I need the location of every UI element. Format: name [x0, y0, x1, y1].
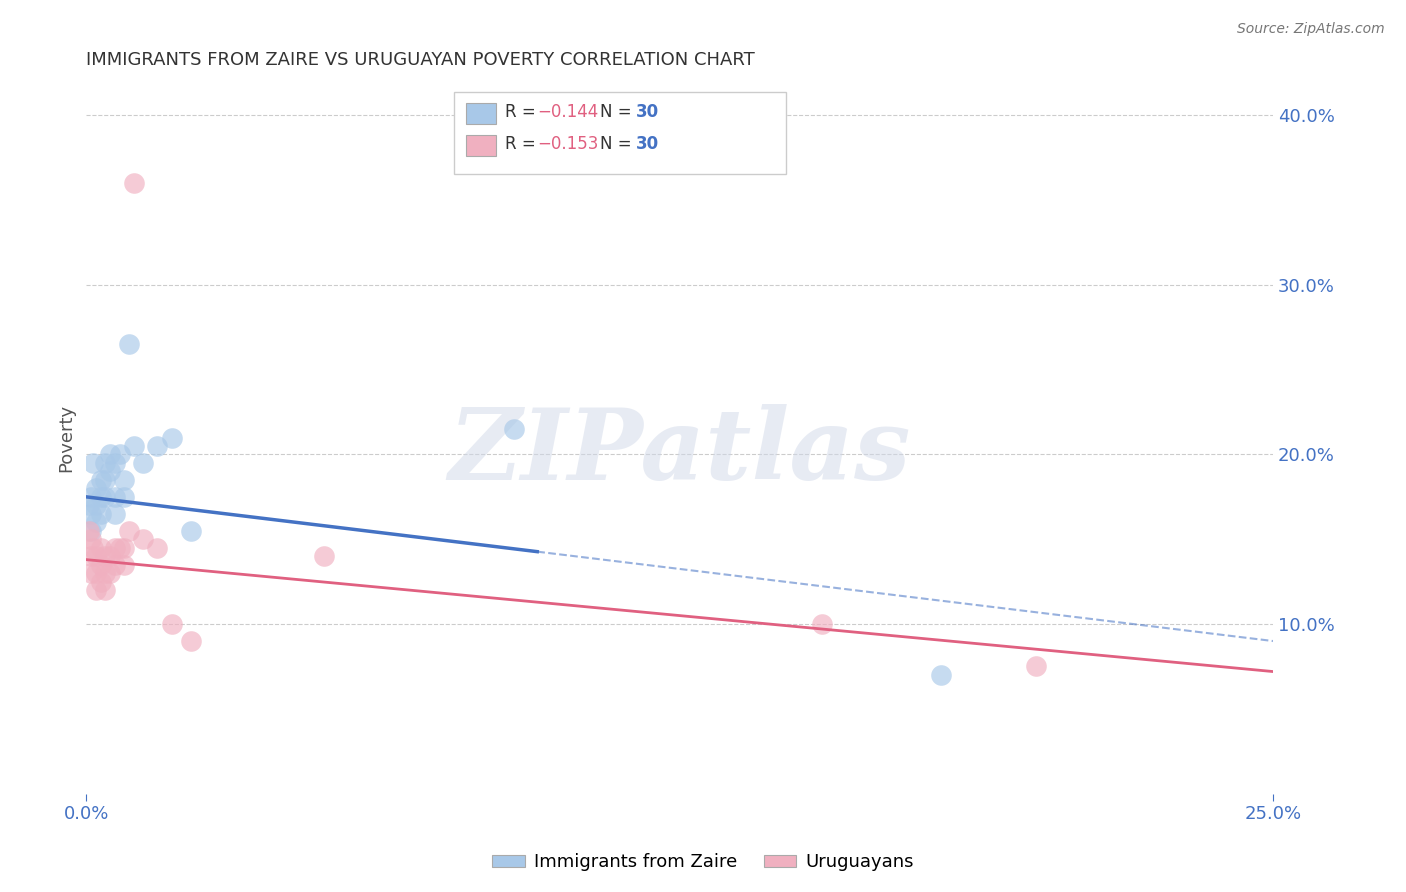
Point: [104, 490, 127, 504]
Bar: [465, 103, 496, 124]
Point: [90, 574, 112, 589]
Point: [80, 549, 103, 564]
Point: [811, 617, 834, 632]
Point: [118, 337, 141, 351]
Point: [122, 176, 145, 190]
Point: [84, 566, 107, 581]
Point: [104, 456, 127, 470]
Point: [84, 583, 107, 598]
Point: [90, 558, 112, 572]
Point: [90, 473, 112, 487]
Point: [94, 583, 117, 598]
Text: Source: ZipAtlas.com: Source: ZipAtlas.com: [1237, 22, 1385, 37]
Text: −0.153: −0.153: [537, 135, 599, 153]
Point: [180, 634, 202, 648]
Point: [132, 533, 155, 547]
Point: [98, 566, 121, 581]
Text: N =: N =: [600, 103, 637, 121]
Text: 30: 30: [636, 103, 659, 121]
Point: [94, 549, 117, 564]
Point: [502, 422, 524, 436]
Point: [160, 617, 183, 632]
Point: [77, 524, 100, 538]
Point: [84, 549, 107, 564]
Text: R =: R =: [505, 135, 541, 153]
Point: [84, 499, 107, 513]
Point: [104, 507, 127, 521]
Point: [108, 541, 131, 555]
Point: [98, 465, 121, 479]
Point: [146, 439, 169, 453]
Legend: Immigrants from Zaire, Uruguayans: Immigrants from Zaire, Uruguayans: [485, 847, 921, 879]
Text: ZIPatlas: ZIPatlas: [449, 403, 911, 500]
Point: [90, 507, 112, 521]
Point: [98, 549, 121, 564]
Point: [112, 558, 135, 572]
Point: [80, 524, 103, 538]
Point: [84, 482, 107, 496]
Point: [312, 549, 335, 564]
Point: [112, 473, 135, 487]
Text: IMMIGRANTS FROM ZAIRE VS URUGUAYAN POVERTY CORRELATION CHART: IMMIGRANTS FROM ZAIRE VS URUGUAYAN POVER…: [86, 51, 755, 69]
Point: [94, 566, 117, 581]
Point: [82, 541, 104, 555]
Point: [94, 490, 117, 504]
Text: R =: R =: [505, 103, 541, 121]
Point: [180, 524, 202, 538]
Point: [80, 490, 103, 504]
Point: [1025, 659, 1047, 673]
Y-axis label: Poverty: Poverty: [58, 403, 75, 472]
Point: [104, 558, 127, 572]
Point: [84, 516, 107, 530]
Text: N =: N =: [600, 135, 637, 153]
Point: [104, 541, 127, 555]
Point: [108, 447, 131, 461]
Point: [132, 456, 155, 470]
Point: [929, 668, 952, 682]
Point: [146, 541, 169, 555]
Point: [122, 439, 145, 453]
Point: [90, 490, 112, 504]
Point: [98, 447, 121, 461]
Point: [82, 456, 104, 470]
Point: [77, 499, 100, 513]
Point: [94, 473, 117, 487]
Bar: [465, 135, 496, 156]
Point: [112, 541, 135, 555]
Text: −0.144: −0.144: [537, 103, 599, 121]
Point: [160, 430, 183, 444]
Point: [94, 456, 117, 470]
Point: [80, 533, 103, 547]
Text: 30: 30: [636, 135, 659, 153]
Point: [80, 566, 103, 581]
Point: [118, 524, 141, 538]
Bar: [454, 92, 786, 174]
Point: [80, 507, 103, 521]
Point: [112, 490, 135, 504]
Point: [90, 541, 112, 555]
